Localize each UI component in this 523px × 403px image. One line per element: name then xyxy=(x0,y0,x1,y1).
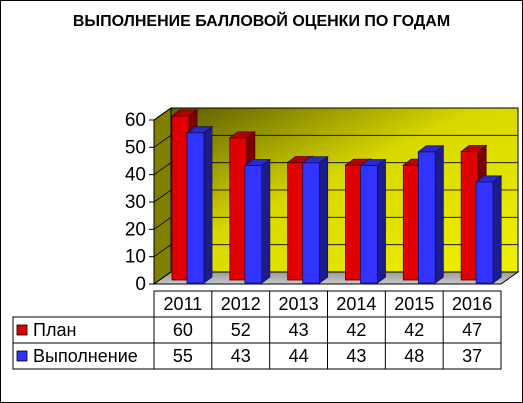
gridline xyxy=(153,189,518,203)
category-label: 2011 xyxy=(164,294,203,314)
bar-top-face xyxy=(301,156,329,164)
gridline xyxy=(153,271,518,285)
bar xyxy=(185,125,214,284)
data-value-label: 60 xyxy=(173,320,193,340)
gridline xyxy=(153,107,518,121)
bar-side-face xyxy=(203,125,213,284)
data-value-label: 47 xyxy=(462,320,482,340)
bar-front-face xyxy=(402,164,421,281)
data-value-label: 48 xyxy=(404,346,424,366)
category-label: 2012 xyxy=(221,294,261,314)
bar-top-face xyxy=(474,175,503,183)
category-label: 2015 xyxy=(394,294,434,314)
category-label: 2014 xyxy=(336,294,376,314)
bar xyxy=(417,145,445,284)
table-row xyxy=(12,316,502,344)
y-tick-label: 20 xyxy=(125,219,146,240)
y-tick-label: 30 xyxy=(125,192,146,213)
bar-top-face xyxy=(459,145,488,152)
data-value-label: 43 xyxy=(346,346,366,366)
bar xyxy=(301,155,329,284)
bar-side-face xyxy=(377,158,386,284)
bar-front-face xyxy=(360,165,378,284)
bar-front-face xyxy=(475,181,494,284)
data-value-label: 52 xyxy=(231,320,251,340)
category-label: 2013 xyxy=(279,294,319,314)
bar xyxy=(243,158,272,284)
data-value-label: 55 xyxy=(173,346,193,366)
y-tick-label: 40 xyxy=(125,165,146,186)
bar-side-face xyxy=(261,158,271,284)
bar-front-face xyxy=(460,151,479,281)
bar-top-face xyxy=(228,131,257,139)
gridline xyxy=(153,216,518,230)
legend-swatch xyxy=(16,324,28,336)
data-value-label: 42 xyxy=(346,320,366,340)
gridline xyxy=(153,162,518,175)
bar-front-face xyxy=(229,137,248,281)
bar-front-face xyxy=(186,132,205,284)
legend-label: План xyxy=(33,320,76,340)
bar xyxy=(474,175,503,284)
data-value-label: 43 xyxy=(289,320,309,340)
bar-side-face xyxy=(492,175,502,284)
data-value-label: 37 xyxy=(462,346,482,366)
bar-top-face xyxy=(417,145,445,153)
category-label: 2016 xyxy=(452,294,492,314)
y-tick-label: 50 xyxy=(125,137,146,158)
data-value-label: 42 xyxy=(404,320,424,340)
bar xyxy=(359,158,387,284)
bar-front-face xyxy=(287,162,306,281)
bar-front-face xyxy=(244,165,263,284)
bar-front-face xyxy=(417,151,436,284)
bar-top-face xyxy=(170,109,199,117)
bar-front-face xyxy=(171,115,190,281)
bar-top-face xyxy=(185,126,214,134)
bar-top-face xyxy=(359,159,387,166)
chart-title: ВЫПОЛНЕНИЕ БАЛЛОВОЙ ОЦЕНКИ ПО ГОДАМ xyxy=(72,13,451,30)
bar-side-face xyxy=(319,155,329,284)
data-value-label: 44 xyxy=(289,346,309,366)
gridline xyxy=(153,244,518,257)
bar-front-face xyxy=(302,162,321,284)
bar-front-face xyxy=(345,164,363,281)
gridline xyxy=(153,134,518,148)
data-value-label: 43 xyxy=(231,346,251,366)
bar-side-face xyxy=(434,145,444,284)
legend-swatch xyxy=(16,350,28,362)
y-tick-label: 10 xyxy=(125,247,146,268)
bar-top-face xyxy=(243,159,272,166)
y-tick-label: 0 xyxy=(135,274,146,295)
legend-label: Выполнение xyxy=(33,346,138,366)
y-tick-label: 60 xyxy=(125,110,146,131)
